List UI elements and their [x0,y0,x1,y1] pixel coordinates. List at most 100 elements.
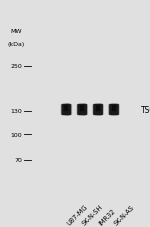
Bar [100,105,101,115]
Bar [80,105,81,115]
Bar [80,105,81,115]
Bar [70,105,71,115]
Text: SK-N-SH: SK-N-SH [81,203,104,226]
Bar [96,105,97,115]
Bar [116,105,117,115]
Bar [68,105,69,115]
Bar [83,105,84,115]
Bar [110,105,111,115]
Bar [63,105,64,115]
Bar [84,105,85,115]
Bar [79,105,80,115]
Bar [115,105,116,115]
Bar [93,105,94,115]
Bar [77,105,78,115]
Bar [81,105,82,115]
Bar [66,105,67,115]
Bar [69,105,70,115]
Bar [61,105,62,115]
Bar [113,105,114,115]
Bar [96,106,99,111]
Bar [67,105,68,115]
Bar [80,106,83,111]
Bar [68,105,69,115]
Bar [81,105,82,115]
Bar [69,105,70,115]
Bar [109,105,110,115]
Bar [97,105,98,115]
Bar [95,105,96,115]
Bar [110,105,111,115]
Bar [83,105,84,115]
Bar [65,105,66,115]
Bar [114,105,115,115]
Bar [70,105,71,115]
Bar [82,105,83,115]
Bar [78,105,79,115]
Text: U87-MG: U87-MG [66,203,89,226]
Text: IMR32: IMR32 [97,207,116,226]
Bar [101,105,102,115]
Bar [61,105,62,115]
Bar [100,105,101,115]
Bar [64,105,65,115]
Bar [76,105,77,115]
Bar [86,105,87,115]
Bar [67,105,68,115]
Bar [81,105,82,115]
Bar [66,105,67,115]
Bar [86,105,87,115]
Text: 130: 130 [11,109,22,114]
Bar [77,105,78,115]
Bar [111,105,112,115]
Bar [96,105,97,115]
Bar [116,105,117,115]
Bar [101,105,102,115]
Bar [94,105,95,115]
Text: SK-N-AS: SK-N-AS [113,203,136,226]
Bar [95,105,96,115]
Text: TSC1: TSC1 [141,105,150,114]
Bar [99,105,100,115]
Bar [108,105,109,115]
Bar [98,105,99,115]
Bar [112,105,113,115]
Text: (kDa): (kDa) [8,42,25,47]
Bar [62,105,63,115]
Bar [66,105,67,115]
Bar [98,105,99,115]
Bar [112,106,115,111]
Bar [94,105,95,115]
Bar [109,105,110,115]
Text: MW: MW [11,29,22,34]
Bar [85,105,86,115]
Bar [61,105,62,115]
Bar [63,105,64,115]
Bar [115,105,116,115]
Bar [108,105,109,115]
Bar [93,105,94,115]
Bar [79,105,80,115]
Bar [85,105,86,115]
Bar [117,105,118,115]
Bar [62,105,63,115]
Bar [101,105,102,115]
Bar [64,105,65,115]
Bar [94,105,95,115]
Bar [82,105,83,115]
Bar [112,105,113,115]
Bar [97,105,98,115]
Bar [65,105,66,115]
Bar [64,106,67,111]
Bar [84,105,85,115]
Bar [114,105,115,115]
Bar [113,105,114,115]
Bar [92,105,93,115]
Bar [114,105,115,115]
Bar [99,105,100,115]
Bar [78,105,79,115]
Bar [117,105,118,115]
Text: 100: 100 [11,132,22,137]
Bar [99,105,100,115]
Text: 70: 70 [15,157,22,162]
